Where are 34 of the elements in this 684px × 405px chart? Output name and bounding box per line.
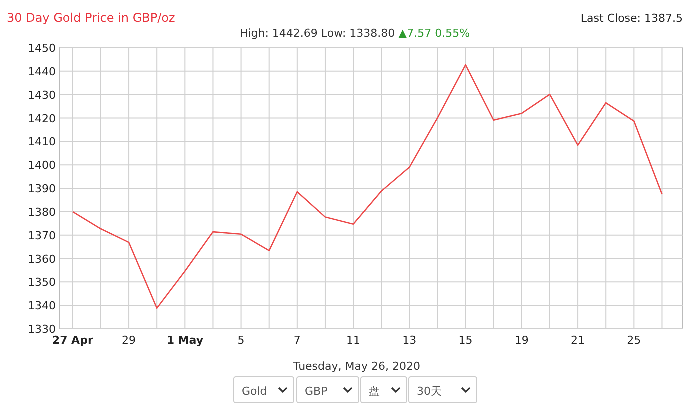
x-tick-label: 1 May (166, 334, 204, 347)
y-tick-label: 1340 (28, 300, 56, 313)
x-tick-label: 11 (346, 334, 361, 347)
x-tick-label: 13 (402, 334, 417, 347)
line-series (72, 64, 663, 310)
x-tick-label: 25 (627, 334, 642, 347)
x-tick-label: 19 (514, 334, 529, 347)
y-tick-label: 1350 (28, 276, 56, 290)
y-tick-label: 1330 (28, 323, 56, 336)
y-tick-label: 1400 (28, 159, 56, 172)
x-tick-label: 5 (238, 334, 245, 347)
y-tick-label: 1410 (28, 136, 56, 149)
x-tick-label: 7 (294, 334, 301, 347)
y-tick-label: 1450 (28, 42, 56, 55)
text: Gold (242, 385, 268, 398)
text: Tuesday, May 26, 2020 (292, 360, 420, 373)
chart-title: 30 Day Gold Price in GBP/oz (7, 11, 176, 25)
x-tick-label: 27 Apr (52, 334, 94, 347)
text: Last Close: 1387.5 (580, 12, 683, 25)
y-tick-label: 1390 (28, 182, 56, 196)
text: ▲7.57 0.55% (398, 27, 470, 40)
y-tick-label: 1380 (28, 206, 56, 219)
x-tick-label: 15 (458, 334, 473, 347)
text: GBP (305, 385, 328, 398)
y-tick-label: 1430 (28, 88, 56, 102)
x-tick-label: 29 (122, 334, 136, 347)
y-tick-label: 1370 (28, 229, 56, 242)
text: 盘 (369, 385, 380, 398)
x-tick-label: 21 (571, 334, 586, 347)
text: 30天 (417, 385, 442, 398)
y-tick-label: 1440 (28, 65, 56, 78)
y-tick-label: 1420 (28, 112, 56, 126)
y-tick-label: 1360 (28, 252, 56, 266)
text: High: 1442.69 Low: 1338.80 (240, 27, 399, 40)
